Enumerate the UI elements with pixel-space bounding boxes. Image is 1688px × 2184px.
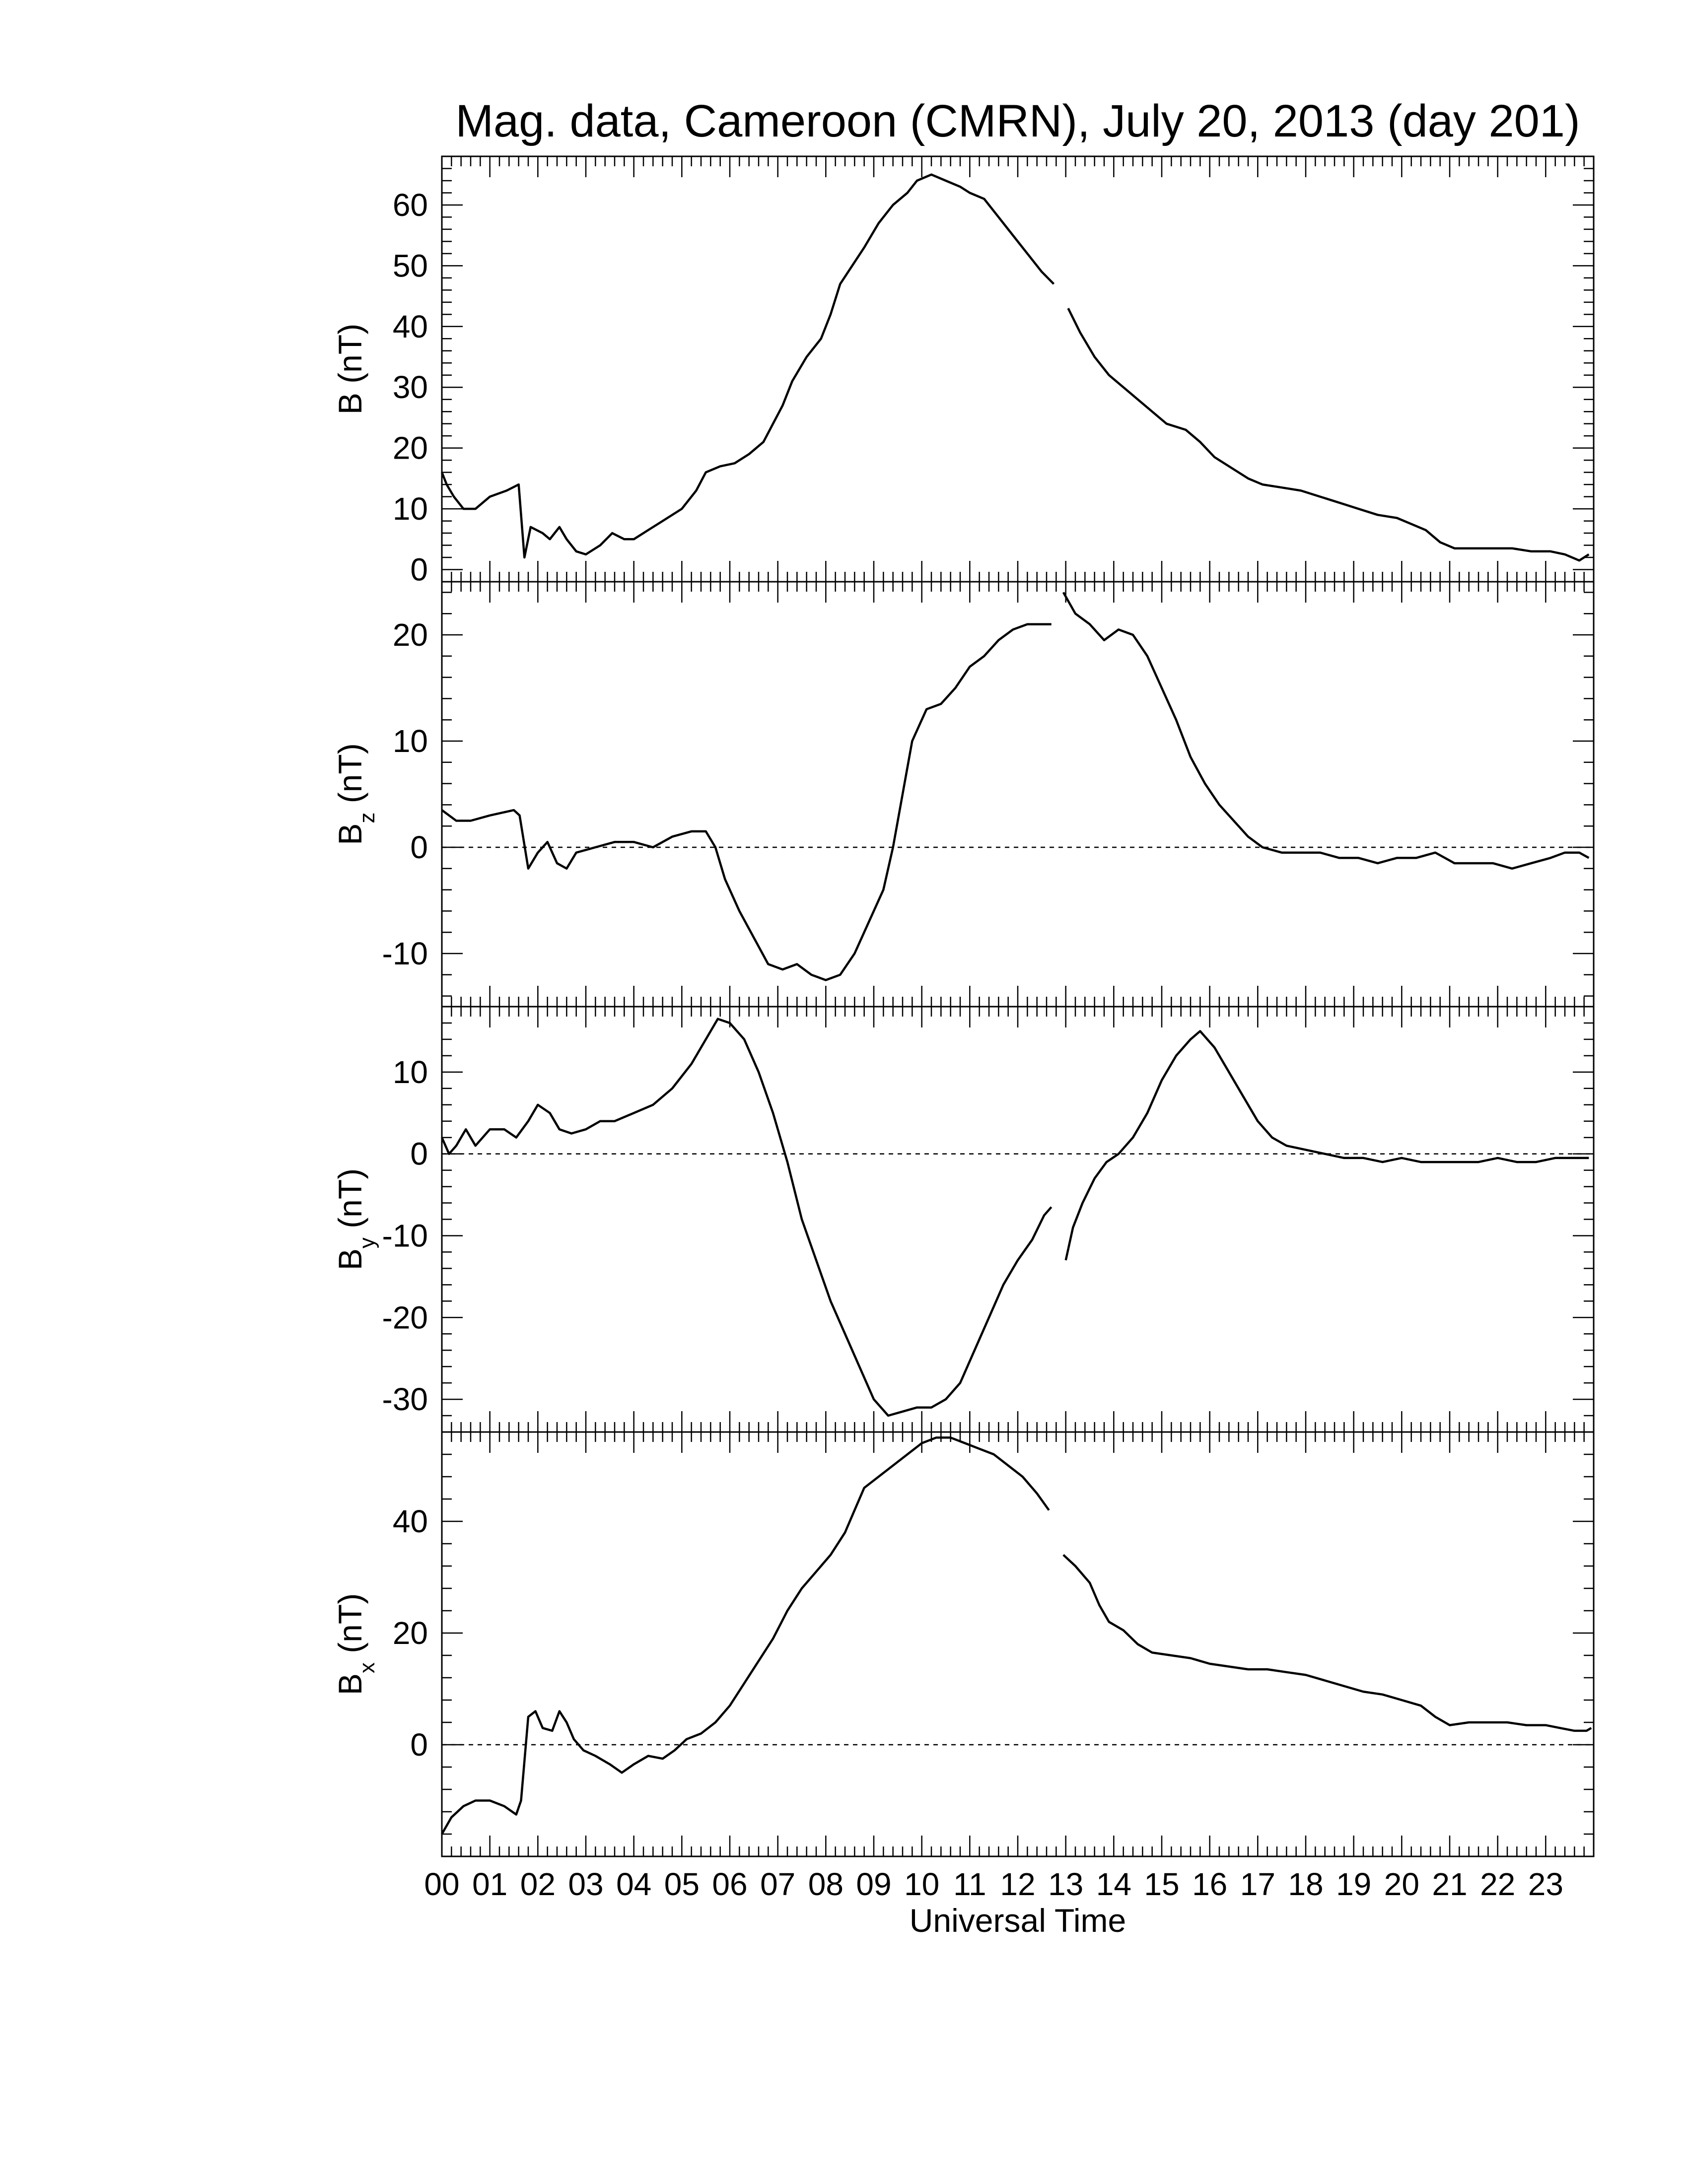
y-tick-label: 40 <box>393 1503 428 1539</box>
y-axis-label: B (nT) <box>332 324 368 414</box>
x-tick-label: 13 <box>1048 1866 1083 1902</box>
x-tick-label: 15 <box>1144 1866 1179 1902</box>
y-ticks <box>442 1431 1594 1857</box>
y-axis-label-main: B <box>332 823 368 845</box>
y-tick-label: -10 <box>382 936 428 971</box>
y-axis-label-unit: (nT) <box>332 1168 368 1237</box>
y-axis-label: Bz (nT) <box>332 743 379 845</box>
y-tick-label: 20 <box>393 1615 428 1651</box>
y-tick-label: 40 <box>393 309 428 344</box>
chart-title: Mag. data, Cameroon (CMRN), July 20, 201… <box>455 96 1580 146</box>
y-tick-label: 50 <box>393 248 428 283</box>
y-axis-label-subscript: z <box>355 813 379 823</box>
x-tick-label: 03 <box>568 1866 603 1902</box>
x-tick-label: 09 <box>856 1866 891 1902</box>
x-axis-label: Universal Time <box>910 1902 1126 1939</box>
x-tick-label: 21 <box>1432 1866 1467 1902</box>
series-line <box>441 623 1052 981</box>
x-tick-label: 00 <box>424 1866 459 1902</box>
y-tick-label: 20 <box>393 430 428 466</box>
y-axis-label-subscript: y <box>355 1237 379 1248</box>
y-tick-label: 0 <box>410 1136 428 1172</box>
y-axis-label-subscript: x <box>355 1662 379 1673</box>
x-tick-label: 02 <box>520 1866 556 1902</box>
series-line <box>440 173 1055 559</box>
x-tick-label: 10 <box>904 1866 939 1902</box>
x-tick-label: 07 <box>760 1866 795 1902</box>
x-tick-label: 16 <box>1192 1866 1227 1902</box>
y-tick-labels: 0 20 40 <box>393 1503 428 1763</box>
y-axis-label: Bx (nT) <box>332 1593 379 1695</box>
y-tick-label: 10 <box>393 723 428 759</box>
series-line <box>1067 308 1590 562</box>
x-tick-label: 17 <box>1240 1866 1275 1902</box>
series-line <box>440 1018 1053 1417</box>
y-axis-label-unit: (nT) <box>332 324 368 393</box>
y-tick-label: 60 <box>393 187 428 223</box>
x-tick-label: 22 <box>1480 1866 1515 1902</box>
y-tick-label: 30 <box>393 369 428 405</box>
y-axis-label-unit: (nT) <box>332 743 368 812</box>
x-tick-label: 06 <box>712 1866 747 1902</box>
x-tick-label: 11 <box>953 1866 986 1902</box>
x-ticks <box>441 1007 1595 1432</box>
x-tick-label: 08 <box>808 1866 844 1902</box>
x-ticks <box>441 582 1595 1007</box>
x-tick-label: 01 <box>472 1866 507 1902</box>
series-line <box>1062 1554 1592 1732</box>
panel-1: -10 0 10 20 Bz (nT) <box>332 581 1595 1008</box>
x-tick-label: 18 <box>1288 1866 1323 1902</box>
y-tick-labels: -30 -20 -10 0 10 <box>382 1054 428 1417</box>
x-tick-label: 19 <box>1336 1866 1371 1902</box>
y-tick-label: 20 <box>393 617 428 653</box>
x-tick-labels: 00 01 02 03 04 05 06 07 08 09 10 11 12 13 14 15 16 17 18 19… <box>424 1866 1563 1902</box>
x-tick-label: 05 <box>664 1866 700 1902</box>
y-tick-label: 10 <box>393 1054 428 1090</box>
y-tick-labels: -10 0 10 20 <box>382 617 428 971</box>
y-tick-label: -20 <box>382 1299 428 1335</box>
x-ticks <box>441 1432 1595 1856</box>
y-axis-label-main: B <box>332 393 368 414</box>
y-axis-label-main: B <box>332 1248 368 1270</box>
y-tick-labels: 0 10 20 30 40 50 60 <box>393 187 428 588</box>
y-tick-label: -10 <box>382 1218 428 1253</box>
y-tick-label: 0 <box>410 829 428 865</box>
series-line <box>441 1436 1050 1835</box>
y-axis-label: By (nT) <box>332 1168 379 1270</box>
y-axis-label-main: B <box>332 1673 368 1695</box>
x-tick-label: 12 <box>1000 1866 1035 1902</box>
panel-0: 0 10 20 30 40 50 60 B (nT) <box>332 155 1595 588</box>
series-line <box>1062 592 1590 870</box>
y-tick-label: -30 <box>382 1381 428 1417</box>
x-tick-label: 14 <box>1096 1866 1131 1902</box>
panels: 0 10 20 30 40 50 60 B (nT) -10 0 10 20 Bz (nT) -30 -20… <box>332 155 1595 1857</box>
y-tick-label: 0 <box>410 552 428 588</box>
x-ticks <box>441 156 1595 582</box>
y-axis-label-unit: (nT) <box>332 1593 368 1662</box>
x-tick-label: 20 <box>1384 1866 1419 1902</box>
y-tick-label: 0 <box>410 1727 428 1763</box>
series-line <box>1064 1030 1589 1261</box>
x-tick-label: 23 <box>1528 1866 1563 1902</box>
y-tick-label: 10 <box>393 491 428 527</box>
x-tick-label: 04 <box>616 1866 651 1902</box>
panel-3: 0 20 40 Bx (nT) <box>332 1431 1595 1857</box>
